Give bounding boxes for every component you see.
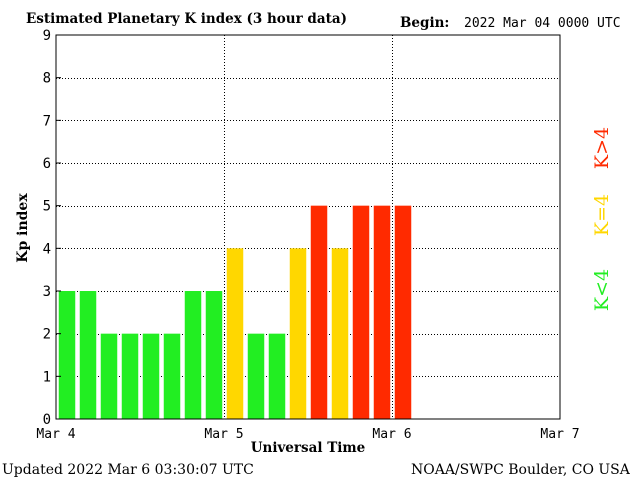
y-tick-labels: 0 1 2 3 4 5 6 7 8 9 (43, 28, 61, 428)
kp-bar (163, 333, 181, 419)
y-tick-label: 3 (43, 284, 51, 300)
kp-bar (79, 291, 97, 419)
kp-bar (142, 333, 160, 419)
legend-k-below-4: K<4 (591, 269, 613, 311)
x-tick-label: Mar 6 (372, 427, 411, 442)
kp-bar (352, 205, 370, 419)
plot-frame (55, 34, 561, 420)
kp-bar (310, 205, 328, 419)
kp-bar (121, 333, 139, 419)
y-tick-label: 9 (43, 28, 51, 44)
kp-bar (331, 248, 349, 419)
grid-lines (56, 35, 560, 419)
kp-bar (247, 333, 265, 419)
y-tick-label: 8 (43, 71, 51, 87)
kp-bar (226, 248, 244, 419)
x-tick-labels: Mar 4 Mar 5 Mar 6 Mar 7 (36, 427, 579, 442)
begin-label: Begin: (400, 15, 449, 31)
legend-k-equal-4: K=4 (591, 194, 613, 236)
y-tick-label: 6 (43, 156, 51, 172)
legend: K<4 K=4 K>4 (591, 127, 613, 311)
source-credit: NOAA/SWPC Boulder, CO USA (411, 462, 631, 478)
kp-bar (394, 205, 412, 419)
kp-bar (205, 291, 223, 419)
y-tick-label: 7 (43, 113, 51, 129)
kp-bar (58, 291, 76, 419)
y-tick-label: 4 (43, 241, 51, 257)
x-tick-label: Mar 4 (36, 427, 75, 442)
legend-k-above-4: K>4 (591, 127, 613, 169)
y-tick-label: 2 (43, 327, 51, 343)
y-tick-label: 1 (43, 369, 51, 385)
kp-bar (184, 291, 202, 419)
begin-value: 2022 Mar 04 0000 UTC (464, 16, 621, 31)
y-axis-label: Kp index (15, 193, 31, 263)
bars (58, 205, 412, 419)
kp-bar (373, 205, 391, 419)
kp-bar (100, 333, 118, 419)
kp-bar (268, 333, 286, 419)
x-tick-label: Mar 5 (204, 427, 243, 442)
updated-timestamp: Updated 2022 Mar 6 03:30:07 UTC (2, 462, 254, 478)
y-tick-label: 0 (43, 412, 51, 428)
x-axis-label: Universal Time (251, 440, 366, 456)
chart-title: Estimated Planetary K index (3 hour data… (26, 11, 347, 27)
x-tick-label: Mar 7 (540, 427, 579, 442)
kp-bar (289, 248, 307, 419)
y-tick-label: 5 (43, 199, 51, 215)
